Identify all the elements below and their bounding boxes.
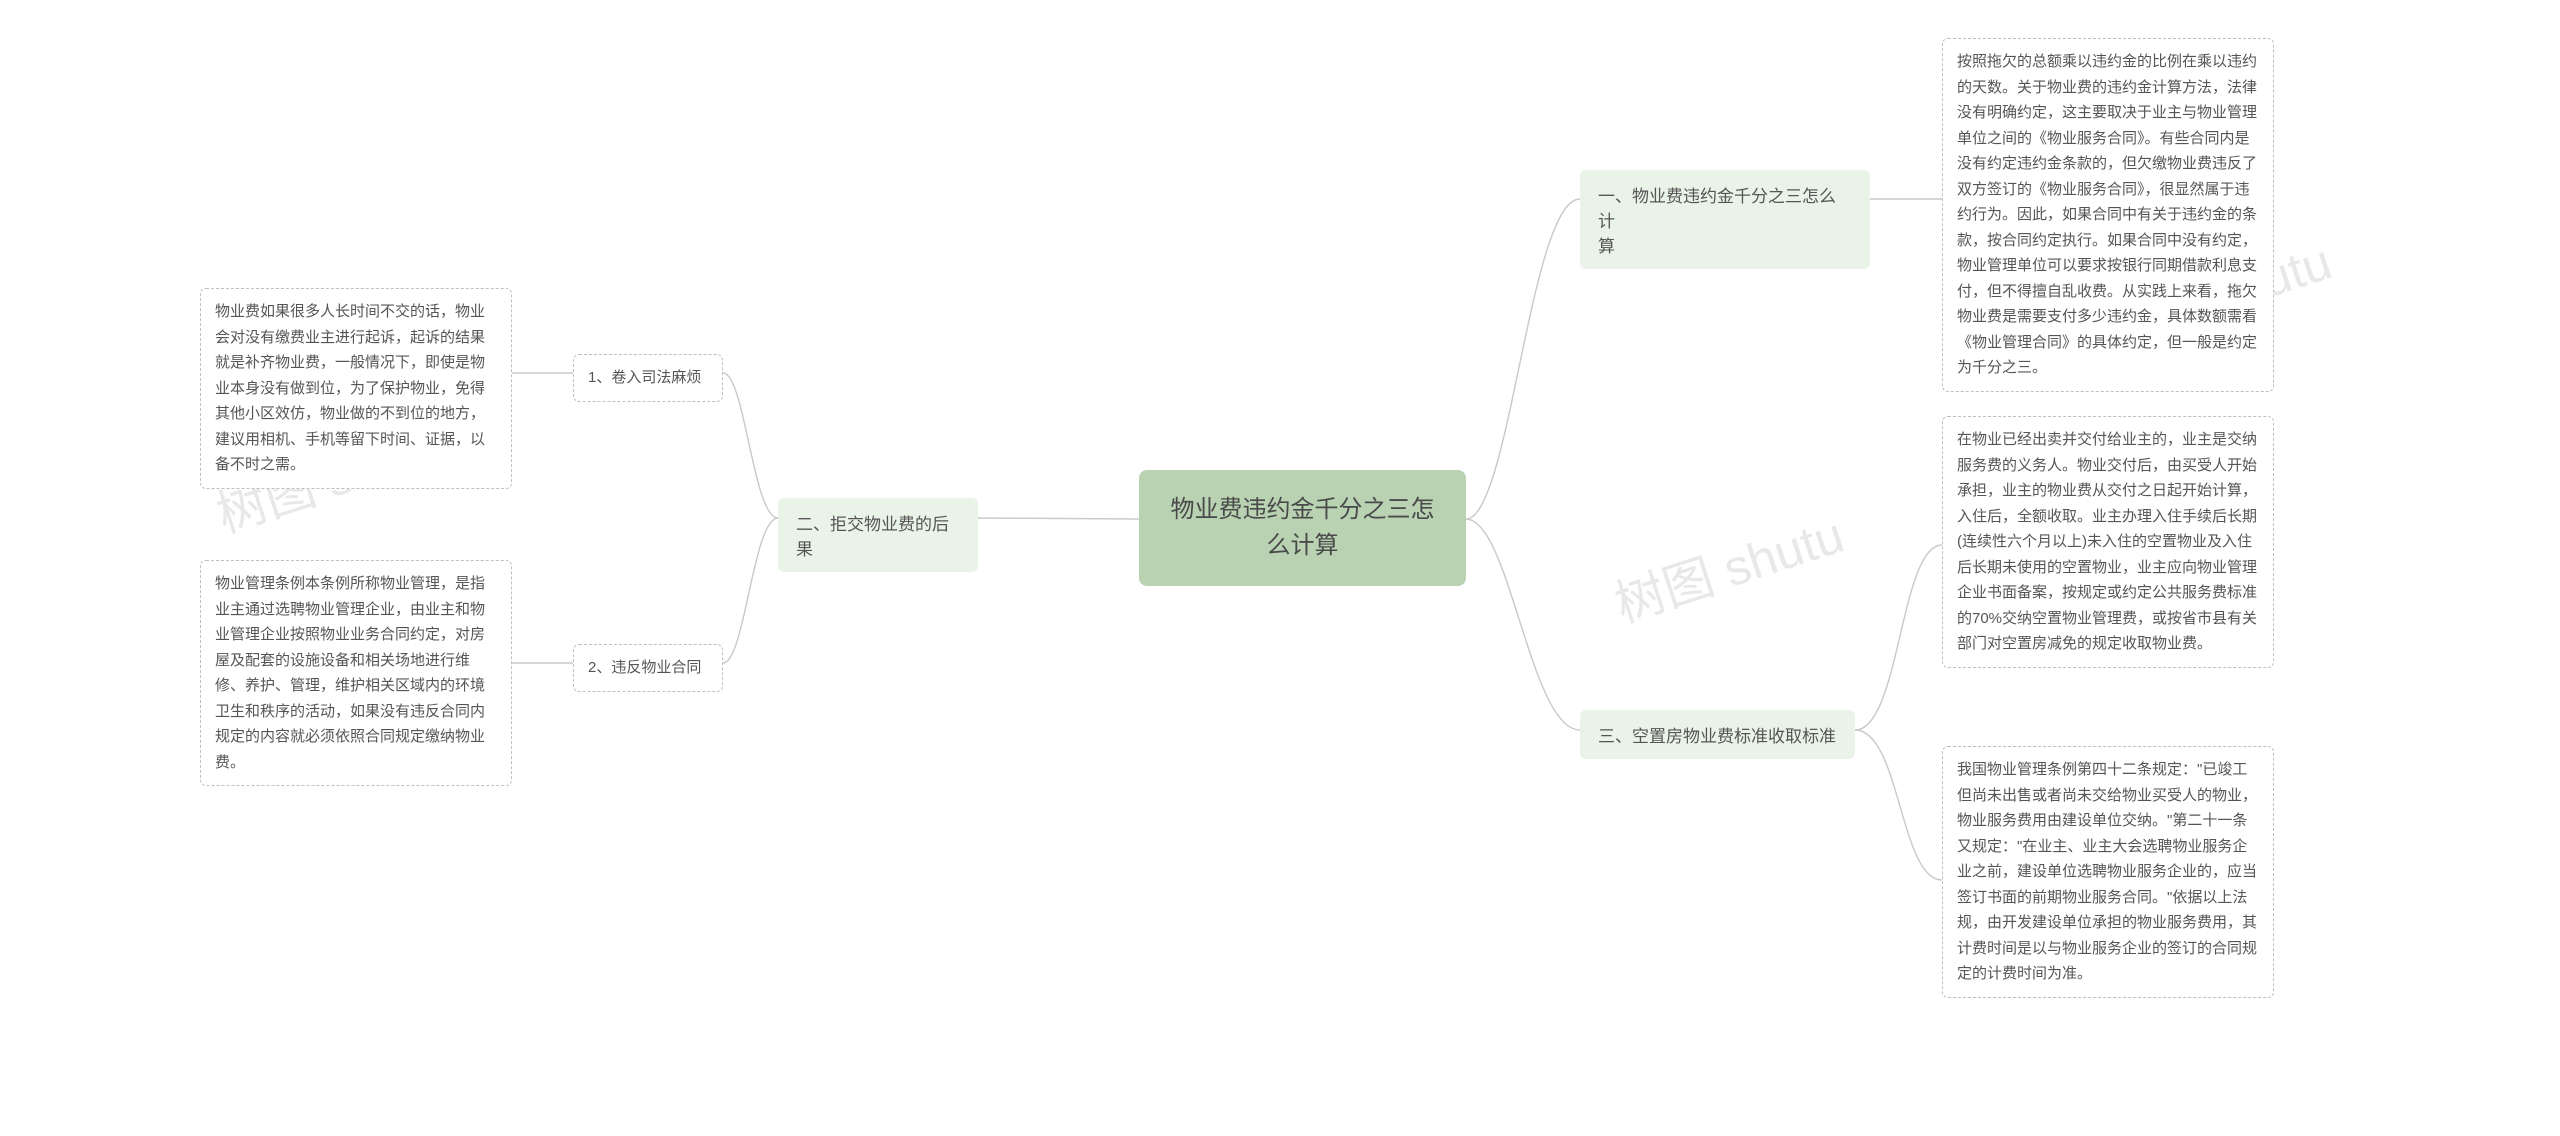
root-node[interactable]: 物业费违约金千分之三怎么计算 [1139, 470, 1466, 586]
leaf-text: 物业费如果很多人长时间不交的话，物业会对没有缴费业主进行起诉，起诉的结果就是补齐… [215, 303, 485, 473]
branch-node[interactable]: 三、空置房物业费标准收取标准 [1580, 710, 1855, 759]
leaf-node[interactable]: 按照拖欠的总额乘以违约金的比例在乘以违约的天数。关于物业费的违约金计算方法，法律… [1942, 38, 2274, 392]
branch-label: 二、拒交物业费的后果 [796, 515, 949, 559]
branch-node[interactable]: 一、物业费违约金千分之三怎么计算 [1580, 170, 1870, 269]
leaf-text: 我国物业管理条例第四十二条规定："已竣工但尚未出售或者尚未交给物业买受人的物业，… [1957, 761, 2257, 982]
leaf-node[interactable]: 我国物业管理条例第四十二条规定："已竣工但尚未出售或者尚未交给物业买受人的物业，… [1942, 746, 2274, 998]
leaf-text: 物业管理条例本条例所称物业管理，是指业主通过选聘物业管理企业，由业主和物业管理企… [215, 575, 485, 771]
leaf-node[interactable]: 在物业已经出卖并交付给业主的，业主是交纳服务费的义务人。物业交付后，由买受人开始… [1942, 416, 2274, 668]
root-label: 物业费违约金千分之三怎么计算 [1171, 496, 1435, 559]
branch-label: 一、物业费违约金千分之三怎么计算 [1598, 187, 1836, 256]
leaf-node[interactable]: 物业费如果很多人长时间不交的话，物业会对没有缴费业主进行起诉，起诉的结果就是补齐… [200, 288, 512, 489]
leaf-text: 按照拖欠的总额乘以违约金的比例在乘以违约的天数。关于物业费的违约金计算方法，法律… [1957, 53, 2257, 376]
sub-node[interactable]: 2、违反物业合同 [573, 644, 723, 692]
sub-label: 2、违反物业合同 [588, 659, 701, 676]
leaf-node[interactable]: 物业管理条例本条例所称物业管理，是指业主通过选聘物业管理企业，由业主和物业管理企… [200, 560, 512, 786]
sub-node[interactable]: 1、卷入司法麻烦 [573, 354, 723, 402]
branch-label: 三、空置房物业费标准收取标准 [1598, 727, 1836, 746]
sub-label: 1、卷入司法麻烦 [588, 369, 701, 386]
branch-node[interactable]: 二、拒交物业费的后果 [778, 498, 978, 572]
leaf-text: 在物业已经出卖并交付给业主的，业主是交纳服务费的义务人。物业交付后，由买受人开始… [1957, 431, 2257, 652]
